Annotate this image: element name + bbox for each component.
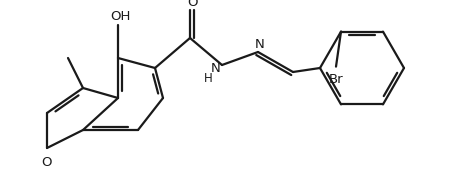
Text: Br: Br bbox=[329, 73, 343, 86]
Text: O: O bbox=[42, 157, 52, 169]
Text: H: H bbox=[203, 73, 212, 85]
Text: OH: OH bbox=[110, 11, 130, 23]
Text: N: N bbox=[211, 63, 221, 75]
Text: O: O bbox=[187, 0, 197, 9]
Text: N: N bbox=[255, 38, 265, 51]
